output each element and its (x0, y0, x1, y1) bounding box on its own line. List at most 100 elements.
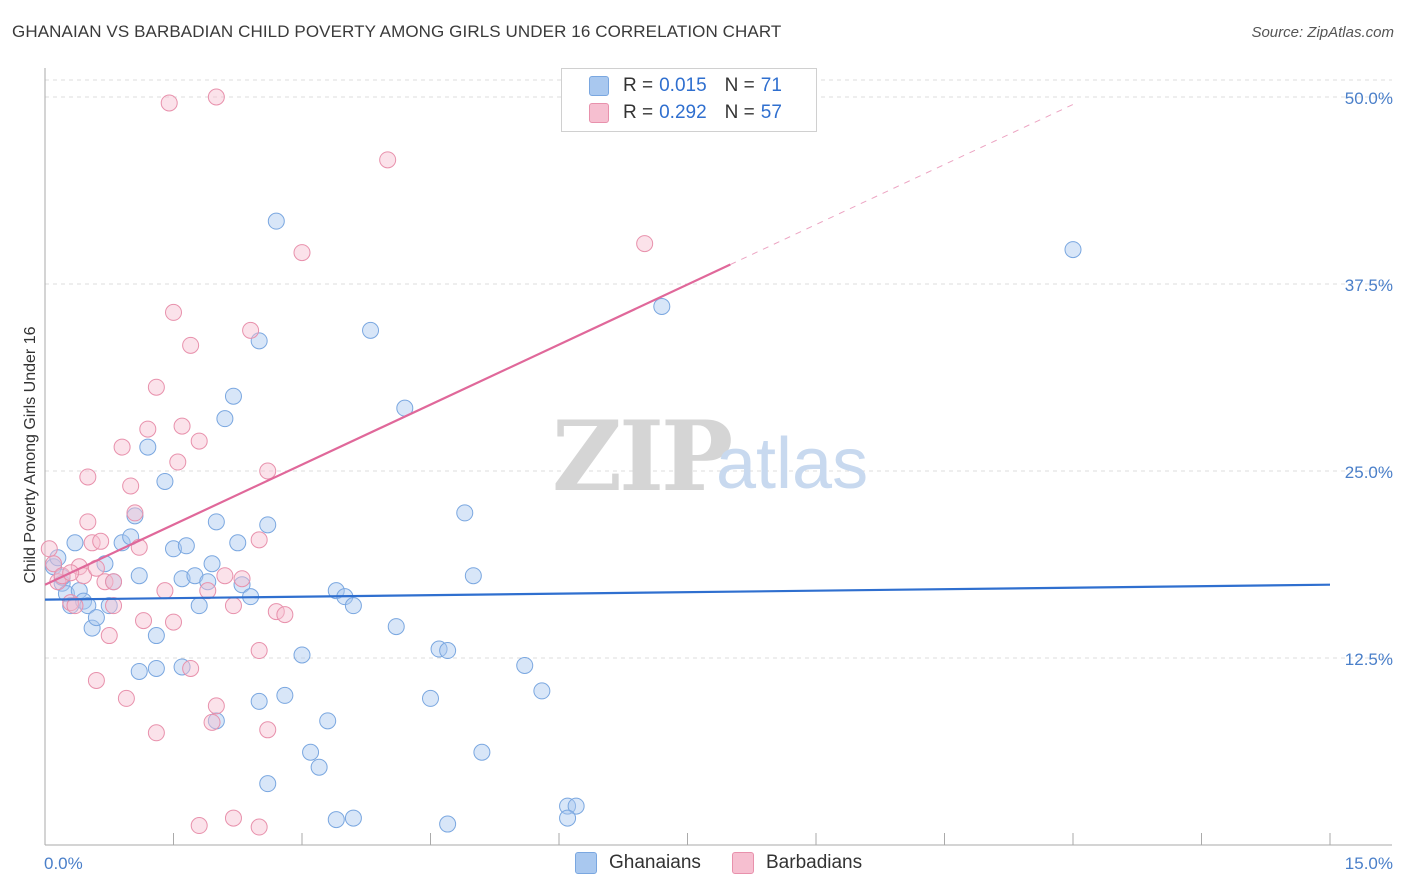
data-point (293, 244, 311, 262)
data-point (156, 472, 174, 490)
data-point (473, 743, 491, 761)
data-point (567, 797, 585, 815)
data-point (79, 468, 97, 486)
data-point (207, 513, 225, 531)
data-point (293, 646, 311, 664)
data-point (165, 303, 182, 321)
legend-swatch-barbadians (732, 852, 754, 874)
data-point (113, 438, 131, 456)
data-point (379, 151, 397, 169)
data-point (229, 534, 247, 552)
data-point (165, 540, 182, 558)
data-point (182, 336, 200, 354)
data-point (456, 504, 474, 522)
data-point (533, 682, 551, 700)
data-point (259, 775, 277, 793)
data-point (233, 570, 251, 588)
data-point (83, 619, 101, 637)
data-point (147, 627, 165, 645)
data-point (182, 659, 200, 677)
data-point (242, 321, 260, 339)
legend-n-label: N = (724, 75, 755, 96)
data-point (130, 567, 148, 585)
data-point (224, 597, 242, 615)
data-point (169, 453, 187, 471)
data-point (559, 809, 577, 827)
data-point (203, 713, 221, 731)
data-point (636, 235, 654, 253)
data-point (250, 531, 268, 549)
data-point (66, 597, 84, 615)
trend-extension-barbadians (730, 104, 1074, 266)
legend-swatch-ghanaians (589, 76, 609, 96)
data-point (165, 613, 182, 631)
trend-line-barbadians (44, 263, 731, 586)
data-point (464, 567, 482, 585)
data-point (147, 724, 165, 742)
watermark: ZIP atlas (552, 400, 868, 513)
grid-lines (45, 79, 1392, 659)
legend-swatch-barbadians (589, 103, 609, 123)
data-point (233, 576, 251, 594)
data-point (130, 662, 148, 680)
watermark-atlas: atlas (716, 424, 868, 504)
data-point (422, 689, 439, 707)
tick-labels: 12.5% 25.0% 37.5% 50.0% 0.0% 15.0% (44, 89, 1393, 873)
legend-r-value: 0.292 (659, 102, 707, 123)
data-point (139, 438, 157, 456)
y-tick-label: 50.0% (1345, 89, 1393, 108)
data-point (362, 321, 380, 339)
legend-n-value: 57 (760, 102, 782, 123)
data-point (439, 642, 457, 660)
data-point (190, 817, 208, 835)
data-point (147, 659, 165, 677)
data-point (100, 597, 118, 615)
data-point (310, 758, 328, 776)
data-point (430, 640, 448, 658)
axes (44, 68, 1392, 846)
x-tick-label: 0.0% (44, 854, 83, 873)
stats-legend: R = 0.015 N = 71 R = 0.292 N = 57 (561, 68, 817, 132)
data-point (653, 297, 671, 315)
data-point (173, 570, 191, 588)
legend-label-ghanaians: Ghanaians (609, 852, 701, 873)
data-point (216, 567, 234, 585)
data-point (177, 537, 195, 555)
data-point (40, 540, 58, 558)
data-point (387, 618, 405, 636)
y-tick-label: 12.5% (1345, 650, 1393, 669)
y-tick-label: 25.0% (1345, 463, 1393, 482)
legend-r-value: 0.015 (659, 75, 707, 96)
data-point (190, 597, 208, 615)
data-point (160, 94, 178, 112)
y-axis-label: Child Poverty Among Girls Under 16 (22, 326, 39, 583)
data-point (87, 671, 105, 689)
data-point (45, 555, 63, 573)
data-point (259, 721, 277, 739)
data-point (199, 582, 217, 600)
data-point (250, 818, 268, 836)
data-point (96, 573, 114, 591)
data-point (302, 743, 320, 761)
data-point (117, 689, 135, 707)
data-point (276, 606, 294, 624)
legend-item-barbadians: Barbadians (732, 852, 862, 874)
legend-row-ghanaians: R = 0.015 N = 71 (589, 73, 782, 99)
data-point (250, 692, 268, 710)
data-point (203, 555, 221, 573)
data-point (207, 88, 225, 106)
data-point (327, 811, 345, 829)
legend-swatch-ghanaians (575, 852, 597, 874)
trend-line-ghanaians (44, 583, 1331, 601)
data-point (559, 797, 577, 815)
data-point (259, 462, 277, 480)
data-point (267, 212, 285, 230)
data-point (66, 534, 84, 552)
data-point (135, 612, 153, 630)
data-point (79, 597, 97, 615)
legend-r-label: R = (623, 75, 654, 96)
legend-row-barbadians: R = 0.292 N = 57 (589, 100, 782, 126)
legend-item-ghanaians: Ghanaians (575, 852, 701, 874)
data-point (87, 609, 105, 627)
